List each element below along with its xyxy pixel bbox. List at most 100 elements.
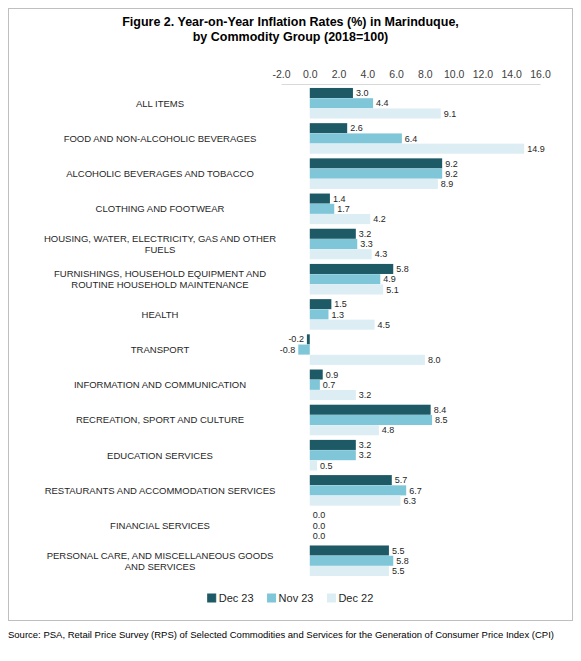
x-axis: -2.00.02.04.06.08.010.012.014.016.0 — [272, 68, 550, 85]
tick-label: 14.0 — [502, 68, 523, 80]
bar — [307, 334, 310, 344]
chart: Figure 2. Year-on-Year Inflation Rates (… — [0, 0, 581, 661]
tick: 2.0 — [332, 68, 347, 84]
tick: -2.0 — [272, 68, 290, 84]
annotation: Source: PSA, Retail Price Survey (RPS) o… — [8, 629, 554, 640]
text-line: Source: PSA, Retail Price Survey (RPS) o… — [8, 629, 554, 640]
text-line: FUELS — [145, 244, 176, 255]
category-label: FINANCIAL SERVICES — [110, 520, 210, 531]
bar — [310, 144, 524, 154]
bar — [310, 204, 334, 214]
bar — [310, 123, 347, 133]
data-label: 9.1 — [444, 109, 457, 119]
bar — [310, 88, 353, 98]
bar — [310, 405, 431, 415]
data-label: -0.2 — [288, 334, 304, 344]
data-label: 3.2 — [359, 390, 372, 400]
bar — [310, 496, 401, 506]
legend-item: Nov 23 — [268, 592, 314, 604]
tick: 16.0 — [530, 68, 551, 84]
tick-label: 10.0 — [444, 68, 465, 80]
category-label: EDUCATION SERVICES — [107, 450, 213, 461]
data-label: 4.5 — [378, 320, 391, 330]
category-label: RESTAURANTS AND ACCOMMODATION SERVICES — [45, 485, 276, 496]
data-label: 5.5 — [392, 566, 405, 576]
text-line: TRANSPORT — [131, 344, 190, 355]
tick: 4.0 — [361, 68, 376, 84]
text-line: INFORMATION AND COMMUNICATION — [74, 379, 246, 390]
bar — [310, 274, 381, 284]
data-label: 4.4 — [376, 98, 389, 108]
data-label: 0.5 — [320, 461, 333, 471]
text-line: FOOD AND NON-ALCOHOLIC BEVERAGES — [64, 133, 257, 144]
bar — [310, 556, 393, 566]
bar — [310, 355, 425, 365]
bar — [310, 194, 330, 204]
category-label: HEALTH — [142, 309, 179, 320]
legend-swatch — [208, 594, 216, 602]
category-label: HOUSING, WATER, ELECTRICITY, GAS AND OTH… — [44, 233, 276, 255]
data-label: 3.2 — [359, 229, 372, 239]
data-label: 3.2 — [359, 450, 372, 460]
data-label: -0.8 — [280, 345, 296, 355]
bar — [310, 158, 442, 168]
tick-label: 0.0 — [303, 68, 318, 80]
category-label: PERSONAL CARE, AND MISCELLANEOUS GOODSAN… — [47, 550, 274, 572]
data-label: 6.7 — [409, 486, 422, 496]
data-label: 4.8 — [382, 425, 395, 435]
text-line: ALL ITEMS — [136, 98, 184, 109]
bar — [309, 510, 310, 520]
bar — [298, 345, 310, 355]
bar — [310, 214, 370, 224]
tick-label: 2.0 — [332, 68, 347, 80]
data-label: 9.2 — [445, 169, 458, 179]
text-line: FINANCIAL SERVICES — [110, 520, 210, 531]
legend-swatch — [268, 594, 276, 602]
bar — [310, 98, 373, 108]
category-label: FURNISHINGS, HOUSEHOLD EQUIPMENT ANDROUT… — [54, 268, 266, 290]
legend: Dec 23Nov 23Dec 22 — [208, 592, 374, 604]
data-label: 3.2 — [359, 440, 372, 450]
bar — [310, 108, 441, 118]
data-label: 8.5 — [435, 415, 448, 425]
bar — [309, 531, 310, 541]
legend-item: Dec 23 — [208, 592, 254, 604]
legend-label: Dec 23 — [219, 592, 254, 604]
bar — [310, 169, 442, 179]
text-line: RESTAURANTS AND ACCOMMODATION SERVICES — [45, 485, 276, 496]
category-label: TRANSPORT — [131, 344, 190, 355]
category-label: CLOTHING AND FOOTWEAR — [96, 203, 225, 214]
category-labels: ALL ITEMS FOOD AND NON-ALCOHOLIC BEVERAGE… — [44, 98, 276, 572]
data-label: 3.0 — [356, 88, 369, 98]
tick-label: 4.0 — [361, 68, 376, 80]
category-label: INFORMATION AND COMMUNICATION — [74, 379, 246, 390]
data-label: 6.3 — [403, 496, 416, 506]
category-label: ALCOHOLIC BEVERAGES AND TOBACCO — [66, 168, 254, 179]
text-line: HEALTH — [142, 309, 179, 320]
data-label: 4.2 — [373, 214, 386, 224]
text-line: RECREATION, SPORT AND CULTURE — [76, 414, 244, 425]
legend-label: Nov 23 — [279, 592, 314, 604]
legend-swatch — [327, 594, 335, 602]
bar — [310, 390, 356, 400]
axis-line — [282, 84, 541, 85]
data-label: 8.0 — [428, 355, 441, 365]
data-label: 0.0 — [313, 531, 326, 541]
text-line: Figure 2. Year-on-Year Inflation Rates (… — [122, 15, 459, 29]
data-label: 0.0 — [313, 521, 326, 531]
text-line: AND SERVICES — [125, 561, 196, 572]
tick: 6.0 — [389, 68, 404, 84]
data-label: 5.8 — [396, 556, 409, 566]
text-line: ALCOHOLIC BEVERAGES AND TOBACCO — [66, 168, 254, 179]
bar — [309, 521, 310, 531]
bar — [310, 370, 323, 380]
data-label: 5.1 — [386, 285, 399, 295]
data-label: 0.7 — [323, 380, 336, 390]
data-label: 3.3 — [360, 239, 373, 249]
title: Figure 2. Year-on-Year Inflation Rates (… — [122, 15, 459, 44]
data-label: 1.5 — [334, 299, 347, 309]
bar — [310, 133, 402, 143]
data-label: 4.3 — [375, 249, 388, 259]
data-label: 1.3 — [331, 310, 344, 320]
text-line: ROUTINE HOUSEHOLD MAINTENANCE — [71, 279, 248, 290]
